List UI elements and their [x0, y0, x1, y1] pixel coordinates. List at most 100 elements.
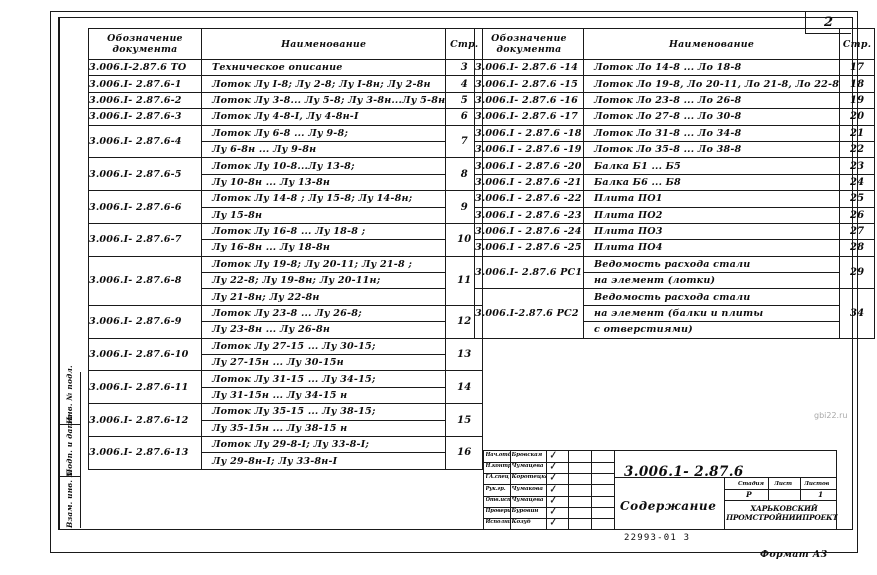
signer-surname: Чумакова: [511, 485, 544, 492]
toc-left-body: 3.006.I-2.87.6 ТО Техническое описание 3 3.…: [88, 58, 484, 470]
row-name-line: Лу 29-8н-I; Лу 33-8н-I: [202, 452, 446, 468]
table-row[interactable]: 3.006.I- 2.87.6 -15 Лоток Ло 19-8, Ло 20-…: [474, 75, 876, 93]
row-name: Плита ПО1: [582, 190, 841, 208]
toc-right-head: Обозначение документа Наименование Стр.: [474, 28, 876, 60]
row-name-line: Балка Б1 ... Б5: [594, 160, 681, 172]
table-row[interactable]: 3.006.I- 2.87.6 -17 Лоток Ло 27-8 ... Ло …: [474, 108, 876, 126]
row-name-line: Лу 22-8; Лу 19-8н; Лу 20-11н;: [202, 272, 446, 288]
row-code: 3.006.I- 2.87.6-2: [88, 91, 202, 110]
table-row[interactable]: 3.006.I- 2.87.6-10 Лоток Лу 27-15 ... Лу …: [88, 337, 484, 372]
title-block-stage-label: Стадия: [738, 481, 764, 487]
row-name: Плита ПО4: [582, 239, 841, 257]
table-row[interactable]: 3.006.I- 2.87.6 -16 Лоток Ло 23-8 ... Ло …: [474, 91, 876, 110]
table-row[interactable]: 3.006.I- 2.87.6-5 Лоток Лу 10-8...Лу 13-8…: [88, 157, 484, 192]
row-code: 3.006.I-2.87.6 РС2: [474, 288, 584, 339]
row-page: 17: [839, 58, 876, 77]
header-code-line1: Обозначение: [107, 33, 183, 44]
row-name-line: Лу 23-8н ... Лу 26-8н: [202, 321, 446, 337]
title-block-sheets-value: 1: [818, 490, 824, 499]
row-name: Ведомость расхода стали на элемент (балки…: [582, 288, 841, 339]
table-row[interactable]: 3.006.I - 2.87.6 -20 Балка Б1 ... Б5 23: [474, 157, 876, 175]
row-page: 25: [839, 190, 876, 208]
signer-role: Рук.гр.: [485, 485, 506, 492]
title-block-rule: [484, 462, 614, 464]
row-name-line: Лу 21-8н; Лу 22-8н: [202, 288, 446, 304]
row-name: Плита ПО3: [582, 222, 841, 241]
row-name-line: Лоток Лу 27-15 ... Лу 30-15;: [212, 340, 376, 352]
table-row[interactable]: 3.006.I - 2.87.6 -18 Лоток Ло 31-8 ... Ло…: [474, 124, 876, 142]
table-row[interactable]: 3.006.I- 2.87.6-9 Лоток Лу 23-8 ... Лу 26…: [88, 304, 484, 339]
row-code: 3.006.I - 2.87.6 -19: [474, 140, 584, 159]
title-block-rule: [724, 489, 836, 490]
row-name-line: Лоток Ло 23-8 ... Ло 26-8: [594, 94, 742, 106]
title-block-rule: [724, 500, 836, 501]
table-row[interactable]: 3.006.I- 2.87.6-6 Лоток Лу 14-8 ; Лу 15-8…: [88, 190, 484, 224]
table-row[interactable]: 3.006.I-2.87.6 ТО Техническое описание 3: [88, 58, 484, 77]
row-code: 3.006.I- 2.87.6-5: [88, 157, 202, 192]
table-row[interactable]: 3.006.I-2.87.6 РС2 Ведомость расхода стал…: [474, 288, 876, 339]
row-code: 3.006.I- 2.87.6 -17: [474, 108, 584, 126]
table-row[interactable]: 3.006.I - 2.87.6 -21 Балка Б6 ... Б8 24: [474, 173, 876, 192]
table-row[interactable]: 3.006.I - 2.87.6 -23 Плита ПО2 26: [474, 206, 876, 224]
row-name: Лоток Ло 14-8 ... Ло 18-8: [582, 58, 841, 77]
table-row[interactable]: 3.006.I - 2.87.6 -24 Плита ПО3 27: [474, 222, 876, 241]
signer-surname: Коротецкая: [511, 474, 546, 481]
table-row[interactable]: 3.006.I- 2.87.6 РС1 Ведомость расхода ста…: [474, 255, 876, 290]
table-row[interactable]: 3.006.I- 2.87.6-3 Лоток Лу 4-8-I, Лу 4-8н…: [88, 108, 484, 126]
table-row[interactable]: 3.006.I - 2.87.6 -22 Плита ПО1 25: [474, 190, 876, 208]
table-row[interactable]: 3.006.I- 2.87.6-12 Лоток Лу 35-15 ... Лу …: [88, 403, 484, 437]
title-block-rule: [484, 506, 614, 508]
title-block-rule: [484, 484, 614, 486]
row-name-line: Ведомость расхода стали: [594, 258, 751, 270]
title-block-rule: [591, 451, 592, 529]
row-name: Лоток Ло 31-8 ... Ло 34-8: [582, 124, 841, 142]
row-page: 26: [839, 206, 876, 224]
row-name-line: Лу 15-8н: [202, 206, 446, 223]
row-name-line: Лу 35-15н ... Лу 38-15 н: [202, 419, 446, 436]
margin-stamp-text-2: Взам. инв. №: [64, 468, 74, 528]
header-name-right: Наименование: [582, 28, 841, 60]
table-row[interactable]: 3.006.I- 2.87.6-1 Лоток Лу I-8; Лу 2-8; Л…: [88, 75, 484, 93]
row-code: 3.006.I- 2.87.6-6: [88, 190, 202, 224]
title-block-rule: [614, 451, 615, 529]
table-row[interactable]: 3.006.I- 2.87.6-11 Лоток Лу 31-15 ... Лу …: [88, 370, 484, 405]
row-name-line: Лоток Лу 35-15 ... Лу 38-15;: [212, 406, 376, 418]
row-name-line: Плита ПО4: [594, 242, 663, 254]
row-code: 3.006.I- 2.87.6-10: [88, 337, 202, 372]
row-page: 23: [839, 157, 876, 175]
row-page: 27: [839, 222, 876, 241]
row-code: 3.006.I - 2.87.6 -22: [474, 190, 584, 208]
table-row[interactable]: 3.006.I- 2.87.6-2 Лоток Лу 3-8... Лу 5-8;…: [88, 91, 484, 110]
table-row[interactable]: 3.006.I- 2.87.6-13 Лоток Лу 29-8-I; Лу 33…: [88, 435, 484, 470]
table-row[interactable]: 3.006.I - 2.87.6 -19 Лоток Ло 35-8 ... Ло…: [474, 140, 876, 159]
table-row[interactable]: 3.006.I- 2.87.6-8 Лоток Лу 19-8; Лу 20-11…: [88, 255, 484, 306]
header-code-right-line2: документа: [496, 44, 562, 55]
table-row[interactable]: 3.006.I- 2.87.6-7 Лоток Лу 16-8 ... Лу 18…: [88, 222, 484, 257]
row-name: Плита ПО2: [582, 206, 841, 224]
row-name-line: Лоток Лу 10-8...Лу 13-8;: [212, 160, 355, 172]
title-block-rule: [484, 473, 614, 475]
row-code: 3.006.I - 2.87.6 -24: [474, 222, 584, 241]
row-code: 3.006.I- 2.87.6-1: [88, 75, 202, 93]
row-name: Лоток Лу 19-8; Лу 20-11; Лу 21-8 ; Лу 22-…: [200, 255, 447, 306]
row-name: Лоток Лу 10-8...Лу 13-8; Лу 10-8н ... Лу …: [200, 157, 447, 192]
row-name-line: Лоток Ло 35-8 ... Ло 38-8: [594, 144, 742, 156]
row-code: 3.006.I- 2.87.6 -16: [474, 91, 584, 110]
table-row[interactable]: 3.006.I- 2.87.6 -14 Лоток Ло 14-8 ... Ло …: [474, 58, 876, 77]
signer-role: Исполнит: [485, 519, 511, 526]
toc-table-left: Обозначение документа Наименование Стр. …: [88, 28, 484, 470]
title-block-rule: [568, 451, 569, 529]
row-name: Балка Б6 ... Б8: [582, 173, 841, 192]
header-name-left: Наименование: [200, 28, 447, 60]
row-name: Техническое описание: [200, 58, 447, 77]
header-code-left: Обозначение документа: [88, 28, 202, 60]
row-name-line: Лоток Лу 4-8-I, Лу 4-8н-I: [212, 111, 359, 123]
row-name-line: с отверстиями): [584, 321, 840, 337]
row-name-line: Плита ПО2: [594, 209, 663, 221]
row-page: 34: [839, 288, 876, 339]
title-block-rule: [800, 477, 801, 500]
row-name: Лоток Лу 16-8 ... Лу 18-8 ; Лу 16-8н ... …: [200, 222, 447, 257]
table-row[interactable]: 3.006.I- 2.87.6-4 Лоток Лу 6-8 ... Лу 9-8…: [88, 124, 484, 159]
row-name: Лоток Лу I-8; Лу 2-8; Лу I-8н; Лу 2-8н: [200, 75, 447, 93]
table-row[interactable]: 3.006.I - 2.87.6 -25 Плита ПО4 28: [474, 239, 876, 257]
